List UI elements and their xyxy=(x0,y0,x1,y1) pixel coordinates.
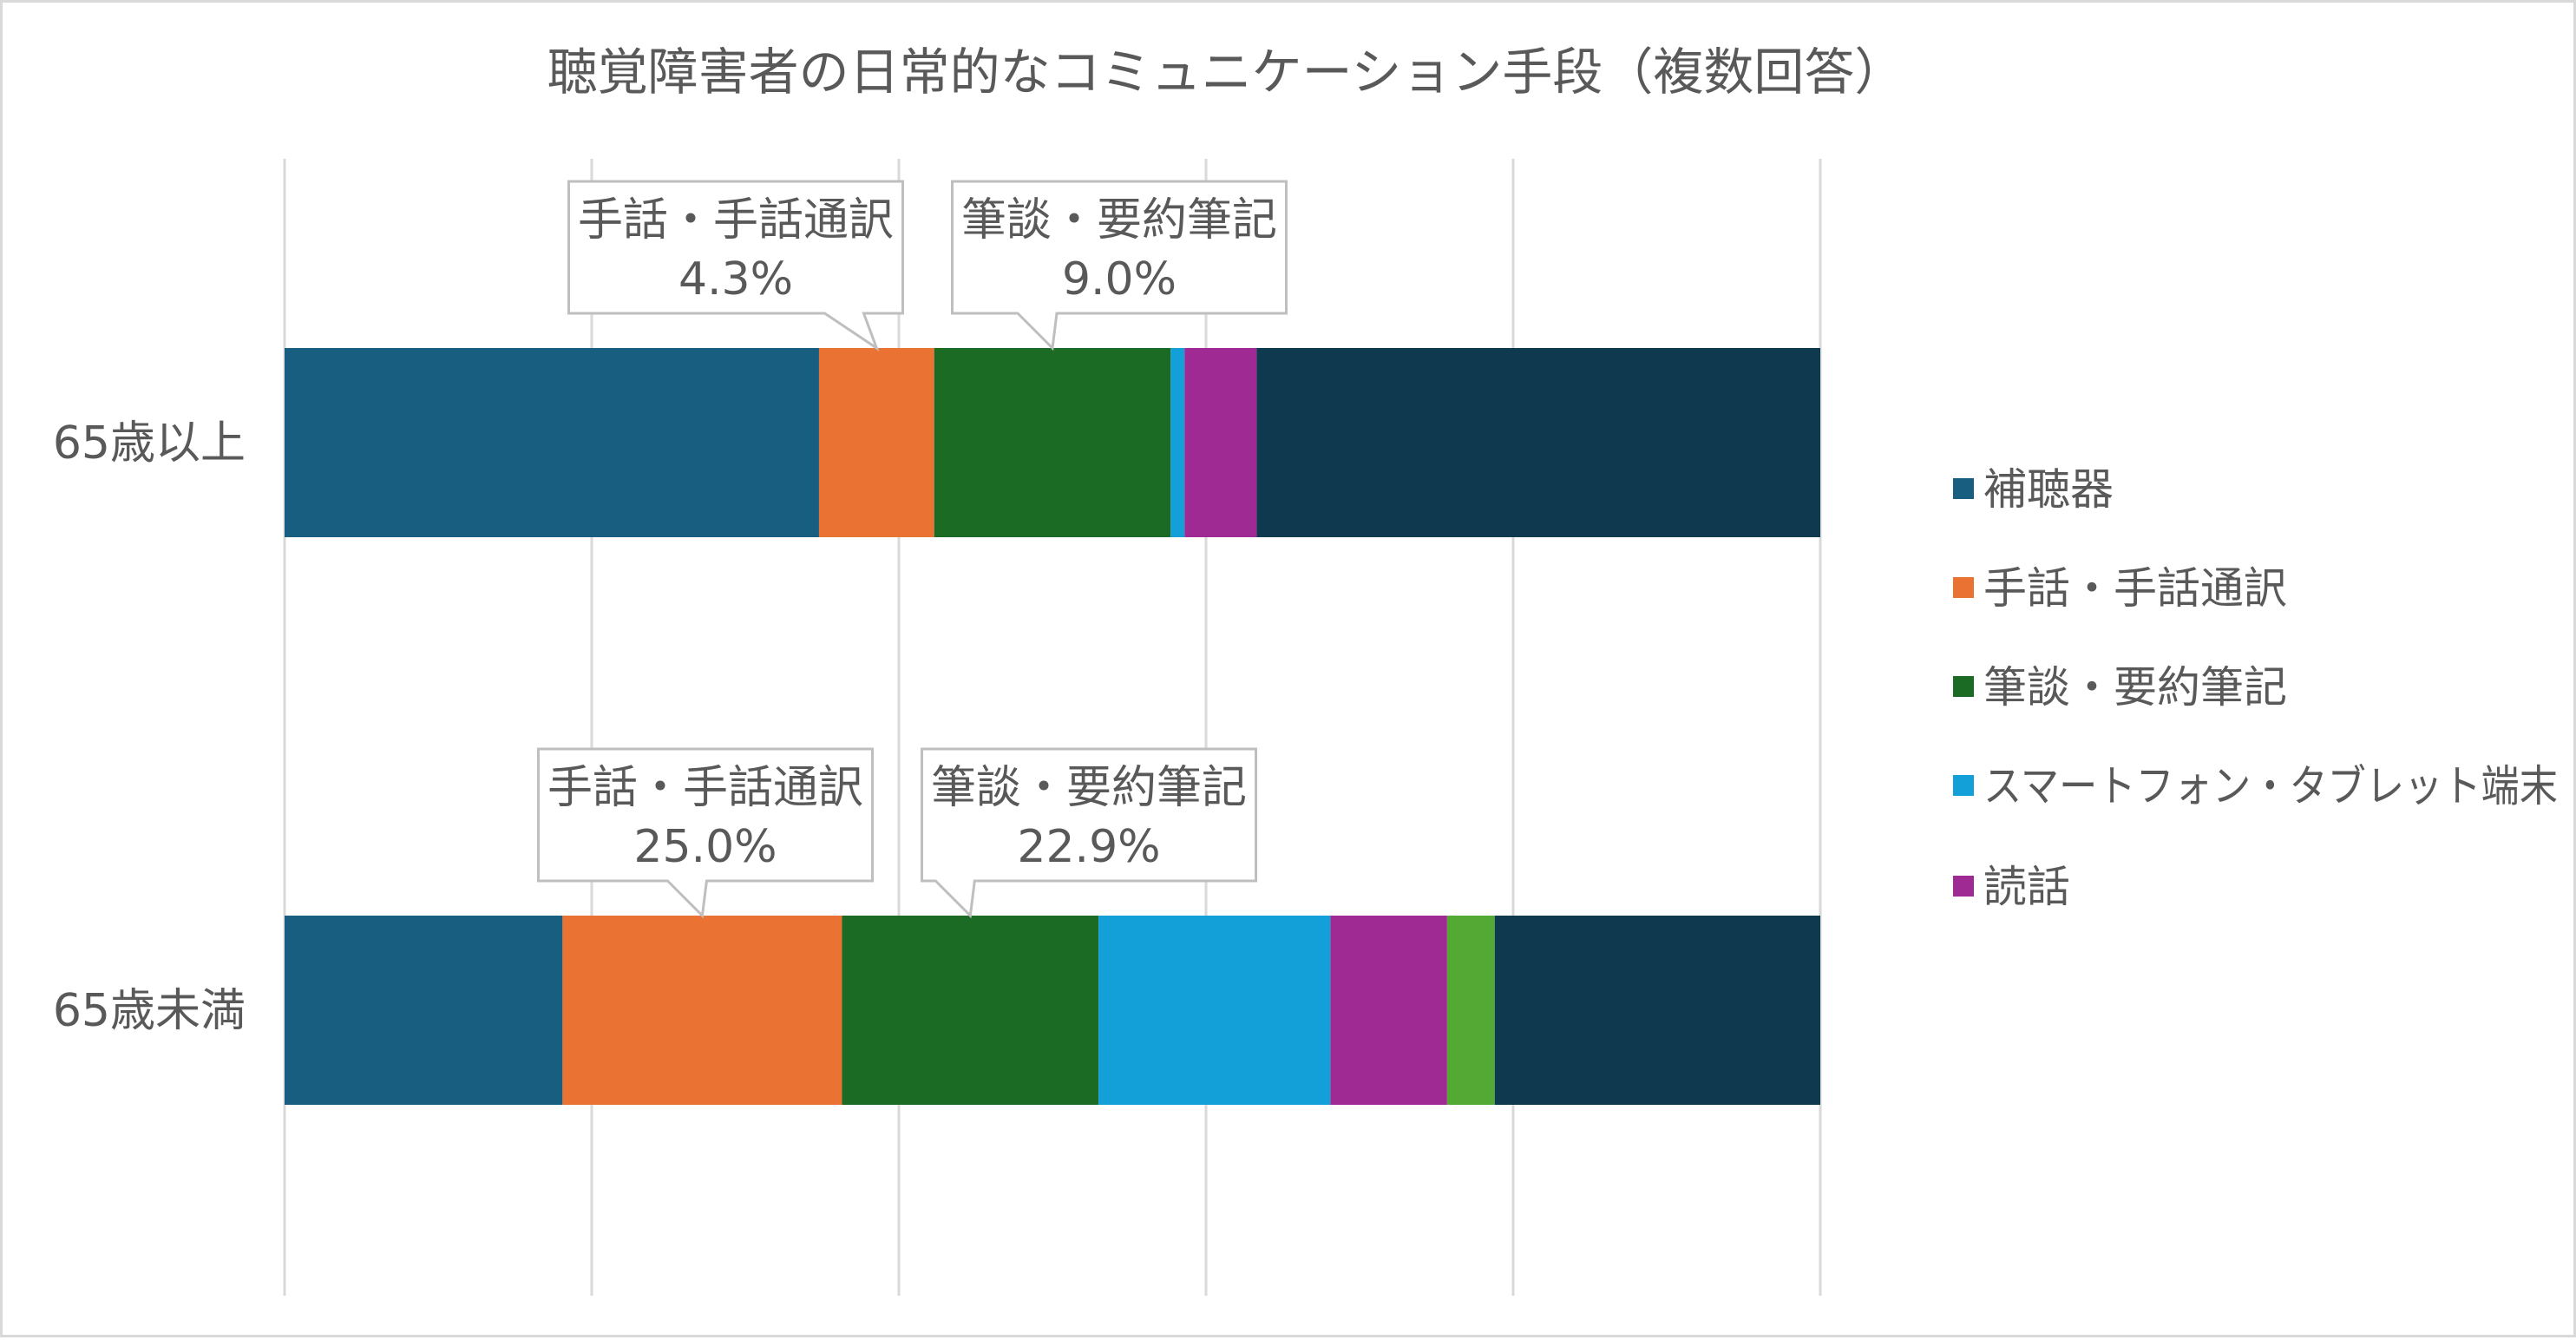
bar-segment xyxy=(1446,916,1495,1105)
category-label: 65歳未満 xyxy=(53,985,246,1037)
bar-segment xyxy=(285,916,563,1105)
legend-label: 手話・手話通訳 xyxy=(1983,563,2287,614)
legend-label: 筆談・要約筆記 xyxy=(1983,662,2287,713)
data-label-value: 22.9% xyxy=(1017,821,1160,873)
data-label-series: 手話・手話通訳 xyxy=(547,762,863,814)
data-label-value: 9.0% xyxy=(1062,253,1177,305)
bar-segment xyxy=(1256,348,1820,537)
bar-segment xyxy=(285,348,819,537)
legend-swatch xyxy=(1953,775,1974,796)
bar-segment xyxy=(934,348,1171,537)
legend-swatch xyxy=(1953,876,1974,897)
data-label-callout: 筆談・要約筆記 9.0% xyxy=(951,180,1288,351)
data-label-callout: 手話・手話通訳 25.0% xyxy=(537,747,874,919)
bar-segment xyxy=(1184,348,1257,537)
legend-label: 補聴器 xyxy=(1983,464,2114,515)
data-label-series: 手話・手話通訳 xyxy=(578,194,894,246)
legend-swatch xyxy=(1953,676,1974,697)
data-label-callouts: 手話・手話通訳 4.3% 筆談・要約筆記 9.0% 手話・手話通訳 25.0% 筆談・要約筆… xyxy=(537,180,1288,919)
data-label-value: 4.3% xyxy=(678,253,793,305)
legend-swatch xyxy=(1953,577,1974,598)
legend-entry: 読話 xyxy=(1953,862,2070,912)
bar-segment xyxy=(562,916,842,1105)
callout-box xyxy=(537,747,874,919)
bar-segment xyxy=(1170,348,1185,537)
legend-entry: 補聴器 xyxy=(1953,464,2114,515)
data-label-callout: 筆談・要約筆記 22.9% xyxy=(921,747,1257,919)
legend-label: スマートフォン・タブレット端末 xyxy=(1983,761,2558,811)
legend-entry: スマートフォン・タブレット端末 xyxy=(1953,761,2558,811)
data-label-series: 筆談・要約筆記 xyxy=(961,194,1277,246)
legend-label: 読話 xyxy=(1983,862,2070,912)
legend-entry: 筆談・要約筆記 xyxy=(1953,662,2287,713)
stacked-bar-chart: 聴覚障害者の日常的なコミュニケーション手段（複数回答） 65歳以上 65歳未満 手… xyxy=(53,43,2558,1296)
bar-segment xyxy=(818,348,934,537)
data-label-series: 筆談・要約筆記 xyxy=(931,762,1247,814)
bar-segment xyxy=(1494,916,1820,1105)
bars-layer xyxy=(285,348,1820,1105)
bar-segment xyxy=(842,916,1099,1105)
bar-segment xyxy=(1098,916,1331,1105)
legend-entry: 手話・手話通訳 xyxy=(1953,563,2287,614)
callout-box xyxy=(951,180,1288,351)
callout-box xyxy=(567,180,904,351)
category-label: 65歳以上 xyxy=(53,417,246,470)
chart-title: 聴覚障害者の日常的なコミュニケーション手段（複数回答） xyxy=(547,43,1905,102)
legend-swatch xyxy=(1953,478,1974,499)
data-label-value: 25.0% xyxy=(633,821,777,873)
bar-segment xyxy=(1330,916,1447,1105)
category-labels: 65歳以上 65歳未満 xyxy=(53,417,246,1037)
data-label-callout: 手話・手話通訳 4.3% xyxy=(567,180,904,351)
callout-box xyxy=(921,747,1257,919)
